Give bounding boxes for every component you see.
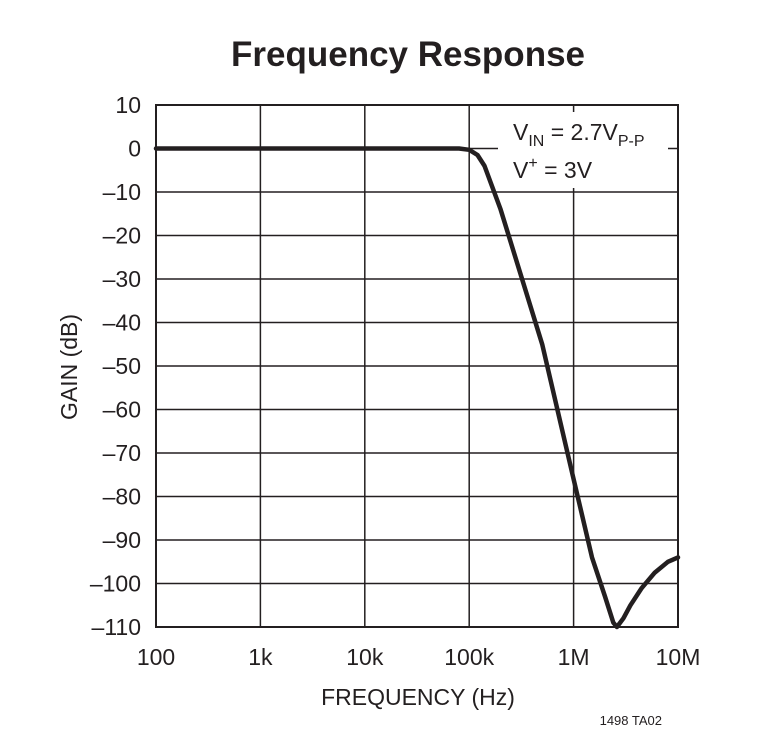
x-axis-label: FREQUENCY (Hz)	[321, 684, 515, 710]
y-tick-label-12: –110	[92, 614, 141, 640]
y-tick-label-2: –10	[103, 179, 141, 205]
gain-curve	[153, 146, 681, 630]
x-tick-label-1: 1k	[248, 644, 273, 670]
x-tick-label-3: 100k	[444, 644, 494, 670]
y-tick-labels: 10 0 –10 –20 –30 –40 –50 –60 –70 –80 –90 –100 –110	[90, 92, 141, 640]
y-tick-label-1: 0	[128, 136, 141, 162]
x-tick-label-2: 10k	[346, 644, 384, 670]
y-tick-label-10: –90	[103, 527, 141, 553]
y-tick-label-8: –70	[103, 440, 141, 466]
y-tick-label-11: –100	[90, 571, 141, 597]
annotation: VIN = 2.7VP-P V+ = 3V	[513, 119, 645, 183]
y-tick-label-7: –60	[103, 397, 141, 423]
y-tick-label-4: –30	[103, 266, 141, 292]
y-axis-label: GAIN (dB)	[56, 314, 82, 420]
x-tick-label-0: 100	[137, 644, 175, 670]
annotation-vin: VIN = 2.7VP-P	[513, 119, 645, 150]
y-tick-label-5: –40	[103, 310, 141, 336]
annotation-vplus: V+ = 3V	[513, 155, 593, 183]
y-tick-label-3: –20	[103, 223, 141, 249]
y-tick-label-6: –50	[103, 353, 141, 379]
chart-title: Frequency Response	[231, 35, 585, 74]
y-tick-label-0: 10	[115, 92, 141, 118]
plot-frame	[155, 104, 679, 628]
x-tick-label-4: 1M	[558, 644, 590, 670]
x-tick-labels: 100 1k 10k 100k 1M 10M	[137, 644, 701, 670]
annotation-background	[498, 112, 668, 188]
figure-code: 1498 TA02	[600, 713, 662, 728]
y-tick-label-9: –80	[103, 484, 141, 510]
x-tick-label-5: 10M	[656, 644, 701, 670]
